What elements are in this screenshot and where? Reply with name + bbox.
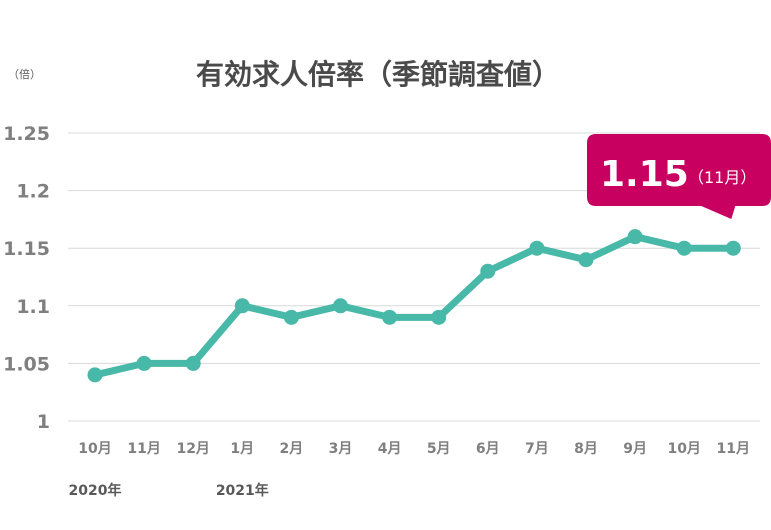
- year-label: 2020年: [69, 482, 122, 499]
- data-point: [431, 309, 447, 325]
- chart-title: 有効求人倍率（季節調査値）: [196, 58, 560, 91]
- x-tick-label: 1月: [230, 441, 254, 457]
- year-labels: 2020年 2021年: [69, 482, 269, 499]
- y-tick-label: 1.05: [3, 353, 50, 375]
- data-point: [529, 240, 545, 256]
- data-point: [283, 309, 299, 325]
- data-point: [382, 309, 398, 325]
- y-tick-label: 1.25: [3, 123, 50, 145]
- x-tick-label: 9月: [623, 441, 647, 457]
- x-axis-ticks: 10月 11月 12月 1月 2月 3月 4月 5月 6月 7月 8月 9月 10月 11月: [78, 441, 750, 457]
- data-point: [87, 367, 103, 383]
- data-point: [136, 355, 152, 371]
- x-tick-label: 12月: [176, 441, 209, 457]
- data-point: [234, 298, 250, 314]
- x-tick-label: 11月: [717, 441, 750, 457]
- latest-value-callout: 1.15 （11月）: [587, 134, 771, 219]
- series-line: [87, 229, 741, 383]
- x-tick-label: 10月: [667, 441, 700, 457]
- data-point: [627, 229, 643, 245]
- x-tick-label: 6月: [476, 441, 500, 457]
- x-tick-label: 11月: [127, 441, 160, 457]
- data-point: [725, 240, 741, 256]
- year-label: 2021年: [216, 482, 269, 499]
- x-tick-label: 4月: [378, 441, 402, 457]
- y-unit-label: （倍）: [8, 67, 41, 81]
- y-tick-label: 1.2: [16, 181, 50, 203]
- x-tick-label: 7月: [525, 441, 549, 457]
- data-point: [578, 252, 594, 268]
- y-tick-label: 1.1: [16, 296, 50, 318]
- callout-month: （11月）: [688, 168, 756, 187]
- x-tick-label: 5月: [427, 441, 451, 457]
- callout-value: 1.15: [600, 154, 689, 195]
- y-tick-label: 1: [37, 411, 50, 433]
- data-point: [333, 298, 348, 314]
- series-line-path: [91, 233, 737, 379]
- data-point: [676, 240, 692, 256]
- y-axis-ticks: 1 1.05 1.1 1.15 1.2 1.25: [3, 123, 50, 433]
- x-tick-label: 2月: [280, 441, 304, 457]
- x-tick-label: 8月: [574, 441, 598, 457]
- callout-bubble: [587, 134, 771, 219]
- x-tick-label: 10月: [78, 441, 111, 457]
- x-tick-label: 3月: [329, 441, 353, 457]
- data-point: [480, 263, 496, 279]
- y-tick-label: 1.15: [3, 238, 50, 260]
- data-point: [185, 355, 201, 371]
